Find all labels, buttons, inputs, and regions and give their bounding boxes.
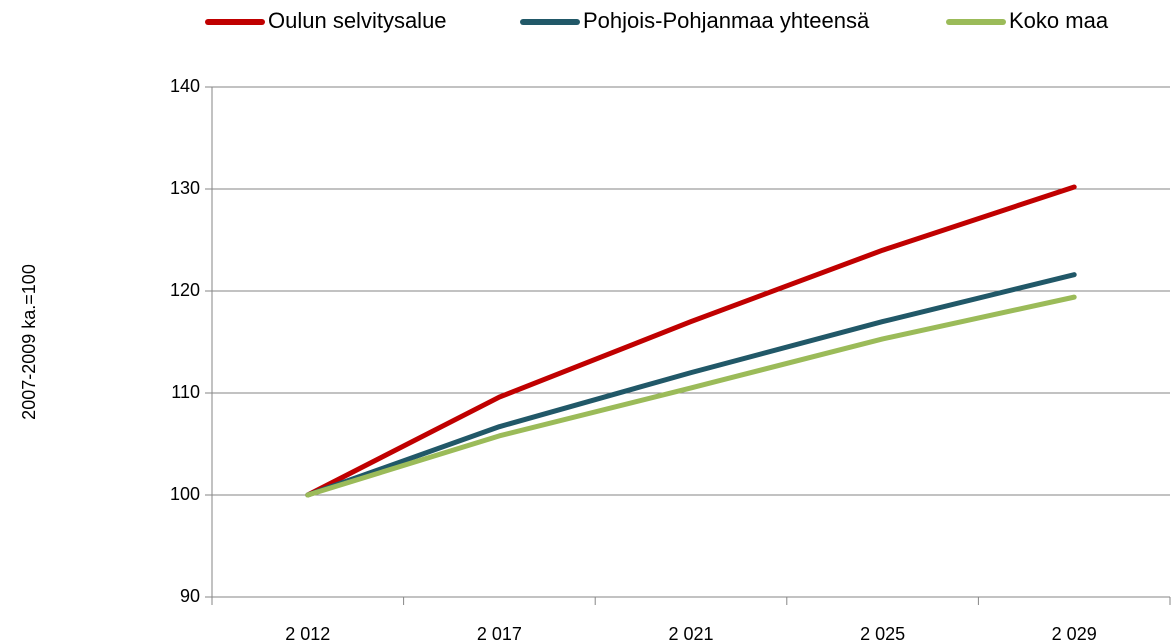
x-tick-label: 2 012 bbox=[285, 624, 330, 642]
legend-label: Pohjois-Pohjanmaa yhteensä bbox=[583, 8, 870, 33]
y-tick-label: 130 bbox=[170, 178, 200, 198]
y-tick-label: 90 bbox=[180, 586, 200, 606]
x-tick-label: 2 025 bbox=[860, 624, 905, 642]
y-tick-label: 110 bbox=[171, 382, 200, 402]
x-tick-label: 2 017 bbox=[477, 624, 522, 642]
y-tick-label: 100 bbox=[170, 484, 200, 504]
series-line bbox=[305, 294, 1077, 498]
legend-label: Oulun selvitysalue bbox=[268, 8, 447, 33]
y-axis-label: 2007-2009 ka.=100 bbox=[19, 264, 39, 420]
series-line bbox=[305, 184, 1077, 498]
series-line bbox=[305, 272, 1077, 498]
x-tick-label: 2 021 bbox=[668, 624, 713, 642]
x-tick-label: 2 029 bbox=[1052, 624, 1097, 642]
y-tick-label: 120 bbox=[170, 280, 200, 300]
legend-label: Koko maa bbox=[1009, 8, 1109, 33]
y-tick-label: 140 bbox=[170, 76, 200, 96]
